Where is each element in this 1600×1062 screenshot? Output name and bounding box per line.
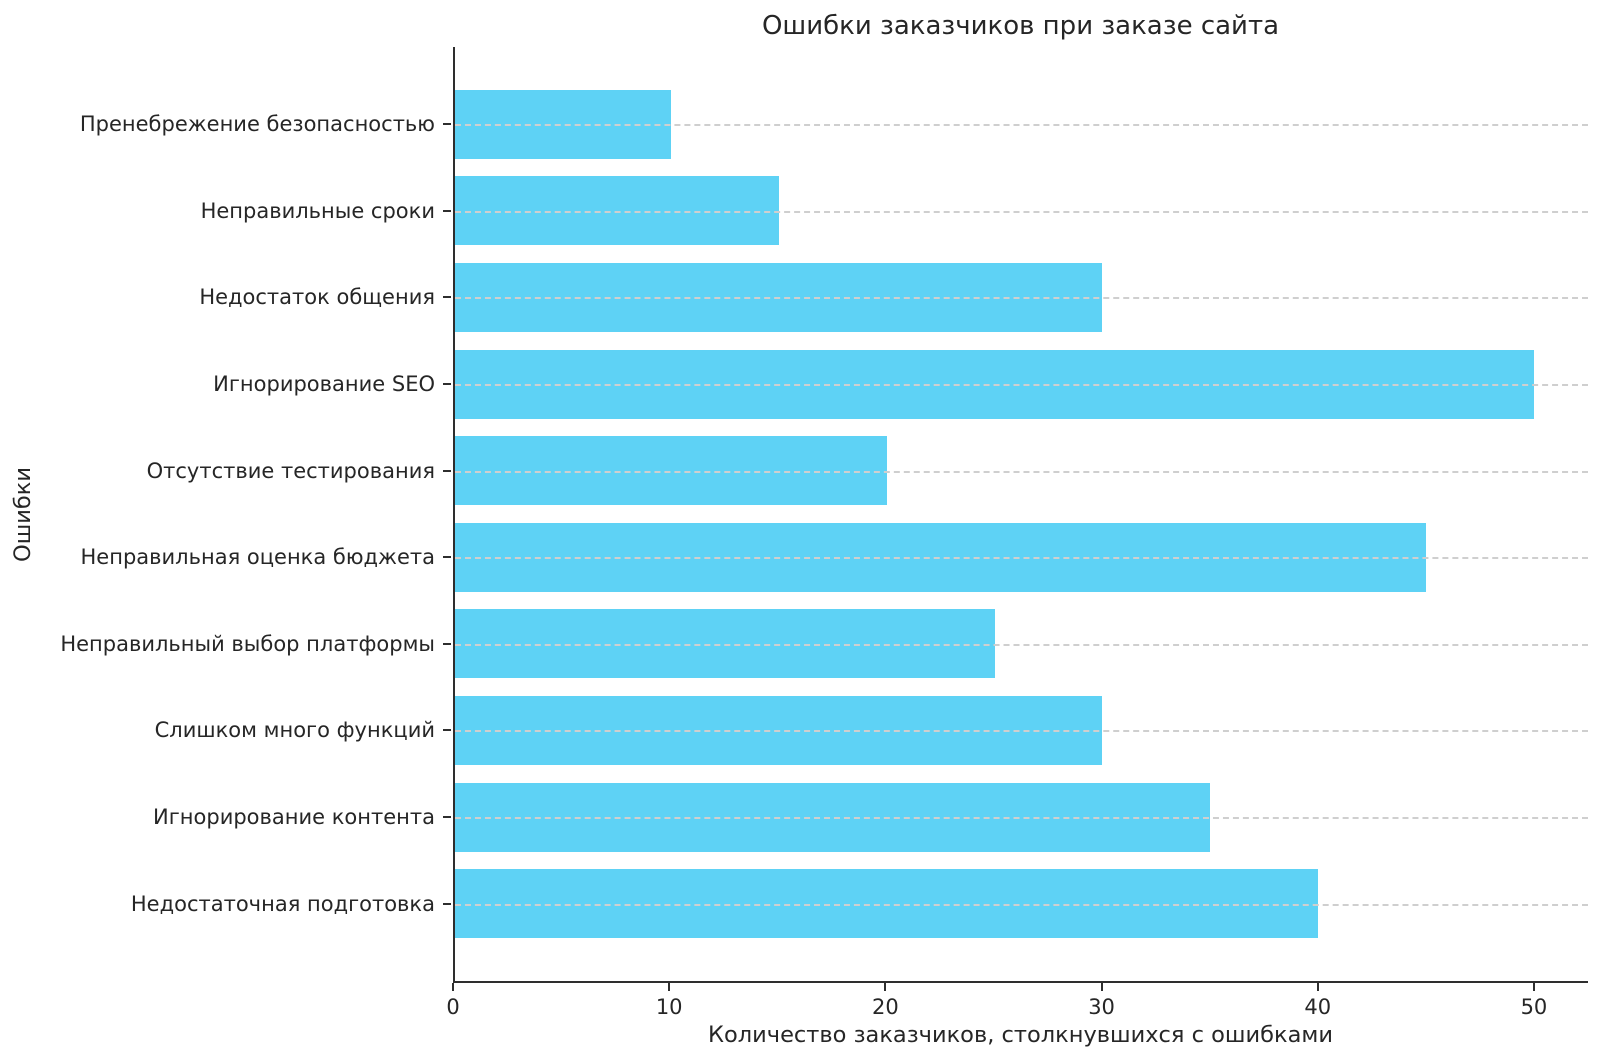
- gridline: [455, 124, 1588, 127]
- category-label: Пренебрежение безопасностью: [79, 112, 435, 137]
- category-label-row: Недостаток общения: [0, 254, 451, 341]
- x-tick-mark: [1316, 983, 1319, 991]
- gridline: [455, 470, 1588, 473]
- category-label-row: Слишком много функций: [0, 687, 451, 774]
- bar-row: [455, 427, 1588, 514]
- category-label-row: Игнорирование контента: [0, 774, 451, 861]
- bar-row: [455, 514, 1588, 601]
- gridline: [455, 730, 1588, 733]
- category-label: Неправильная оценка бюджета: [80, 545, 435, 570]
- y-tick-mark: [443, 209, 451, 212]
- category-label: Недостаток общения: [199, 285, 435, 310]
- bar-row: [455, 81, 1588, 168]
- x-tick-label: 40: [1304, 995, 1332, 1019]
- x-axis-title: Количество заказчиков, столкнувшихся с о…: [708, 1022, 1333, 1048]
- y-tick-mark: [443, 642, 451, 645]
- x-tick-mark: [1100, 983, 1103, 991]
- category-label-row: Неправильная оценка бюджета: [0, 514, 451, 601]
- bar-row: [455, 774, 1588, 861]
- x-tick-label: 20: [872, 995, 899, 1019]
- category-label: Неправильные сроки: [200, 198, 435, 223]
- category-label-row: Отсутствие тестирования: [0, 427, 451, 514]
- y-tick-mark: [443, 383, 451, 386]
- gridline: [455, 643, 1588, 646]
- chart-title: Ошибки заказчиков при заказе сайта: [761, 11, 1280, 41]
- x-tick-label: 0: [446, 995, 460, 1019]
- bar-row: [455, 601, 1588, 688]
- gridline: [455, 384, 1588, 387]
- x-tick-mark: [1532, 983, 1535, 991]
- bar-row: [455, 687, 1588, 774]
- x-tick-label: 10: [655, 995, 683, 1019]
- gridline: [455, 817, 1588, 820]
- category-label: Слишком много функций: [154, 718, 435, 743]
- x-tick-label: 30: [1088, 995, 1115, 1019]
- gridline: [455, 210, 1588, 213]
- category-label: Недостаточная подготовка: [130, 891, 435, 916]
- bar-row: [455, 254, 1588, 341]
- category-label-row: Игнорирование SEO: [0, 341, 451, 428]
- category-label-row: Пренебрежение безопасностью: [0, 81, 451, 168]
- gridline: [455, 297, 1588, 300]
- category-label-row: Неправильный выбор платформы: [0, 601, 451, 688]
- x-tick-mark: [668, 983, 671, 991]
- x-tick-mark: [884, 983, 887, 991]
- x-tick-label: 50: [1520, 995, 1548, 1019]
- category-label: Игнорирование SEO: [213, 372, 435, 397]
- category-label-row: Неправильные сроки: [0, 168, 451, 255]
- category-labels-column: Пренебрежение безопасностью Неправильные …: [0, 81, 451, 947]
- bar-row: [455, 860, 1588, 947]
- x-tick-mark: [452, 983, 454, 991]
- y-tick-mark: [443, 556, 451, 559]
- category-label: Неправильный выбор платформы: [60, 631, 435, 656]
- bar-row: [455, 168, 1588, 255]
- y-tick-mark: [443, 902, 451, 905]
- gridline: [455, 903, 1588, 906]
- bars-layer: [455, 81, 1588, 947]
- y-tick-mark: [443, 816, 451, 819]
- y-tick-mark: [443, 296, 451, 299]
- gridline: [455, 557, 1588, 560]
- y-tick-mark: [443, 469, 451, 472]
- bar-row: [455, 341, 1588, 428]
- y-tick-mark: [443, 729, 451, 732]
- plot-area: [453, 47, 1588, 983]
- category-label-row: Недостаточная подготовка: [0, 860, 451, 947]
- category-label: Отсутствие тестирования: [146, 458, 435, 483]
- category-label: Игнорирование контента: [153, 805, 435, 830]
- y-tick-mark: [443, 123, 451, 126]
